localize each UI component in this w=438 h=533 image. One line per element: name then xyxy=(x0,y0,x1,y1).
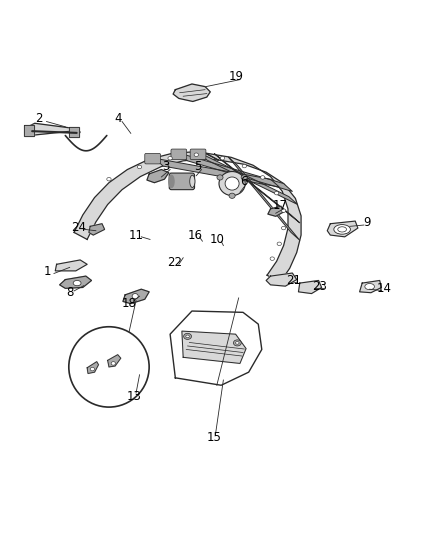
Text: 23: 23 xyxy=(312,280,327,293)
Text: 24: 24 xyxy=(71,221,86,233)
Polygon shape xyxy=(24,125,34,135)
Text: 10: 10 xyxy=(209,233,224,246)
Polygon shape xyxy=(298,280,321,294)
Polygon shape xyxy=(60,276,92,288)
Ellipse shape xyxy=(242,164,247,168)
Polygon shape xyxy=(147,169,169,183)
Ellipse shape xyxy=(73,280,81,286)
Text: 9: 9 xyxy=(364,216,371,229)
Ellipse shape xyxy=(169,175,174,188)
Ellipse shape xyxy=(90,367,95,371)
Text: 8: 8 xyxy=(66,286,74,299)
Text: 14: 14 xyxy=(377,282,392,295)
Ellipse shape xyxy=(282,209,286,212)
Ellipse shape xyxy=(225,177,239,190)
Polygon shape xyxy=(229,157,300,240)
Polygon shape xyxy=(55,260,87,271)
Ellipse shape xyxy=(168,157,172,160)
Ellipse shape xyxy=(194,153,198,157)
Ellipse shape xyxy=(107,177,111,181)
Text: 13: 13 xyxy=(127,390,141,403)
Polygon shape xyxy=(198,152,297,205)
Ellipse shape xyxy=(138,165,142,169)
Ellipse shape xyxy=(220,157,225,160)
Polygon shape xyxy=(360,280,381,293)
FancyBboxPatch shape xyxy=(190,149,206,159)
Text: 19: 19 xyxy=(229,70,244,83)
Polygon shape xyxy=(215,154,300,223)
Text: 6: 6 xyxy=(240,175,248,188)
Ellipse shape xyxy=(190,175,195,188)
Polygon shape xyxy=(170,311,262,385)
FancyBboxPatch shape xyxy=(145,154,160,164)
Polygon shape xyxy=(108,354,121,367)
Text: 11: 11 xyxy=(128,229,144,241)
FancyBboxPatch shape xyxy=(171,149,187,159)
Ellipse shape xyxy=(277,242,282,246)
Polygon shape xyxy=(87,362,99,374)
Polygon shape xyxy=(69,127,79,138)
Ellipse shape xyxy=(236,342,239,344)
Ellipse shape xyxy=(229,193,235,198)
Polygon shape xyxy=(154,158,279,187)
Polygon shape xyxy=(179,153,292,191)
Ellipse shape xyxy=(365,284,374,289)
Ellipse shape xyxy=(334,224,350,234)
Ellipse shape xyxy=(186,335,189,338)
Ellipse shape xyxy=(261,176,265,179)
Text: 1: 1 xyxy=(44,265,52,278)
Polygon shape xyxy=(268,206,284,216)
Ellipse shape xyxy=(219,172,245,196)
Polygon shape xyxy=(327,221,358,237)
Ellipse shape xyxy=(338,227,346,232)
Text: 15: 15 xyxy=(206,431,221,444)
Text: 16: 16 xyxy=(187,229,202,241)
Ellipse shape xyxy=(270,257,275,261)
Text: 22: 22 xyxy=(167,256,182,269)
Text: 17: 17 xyxy=(272,199,288,212)
Polygon shape xyxy=(25,123,80,135)
Text: 5: 5 xyxy=(194,159,202,173)
Ellipse shape xyxy=(282,227,286,230)
Polygon shape xyxy=(74,152,218,239)
Ellipse shape xyxy=(132,294,138,299)
Text: 21: 21 xyxy=(286,274,301,287)
Ellipse shape xyxy=(111,362,116,365)
Polygon shape xyxy=(182,331,246,364)
Polygon shape xyxy=(173,84,210,101)
FancyBboxPatch shape xyxy=(169,173,194,190)
Ellipse shape xyxy=(233,340,241,346)
Text: 4: 4 xyxy=(114,111,121,125)
Ellipse shape xyxy=(241,175,247,180)
Polygon shape xyxy=(89,224,105,235)
Ellipse shape xyxy=(217,175,223,180)
Polygon shape xyxy=(266,273,297,286)
Text: 18: 18 xyxy=(122,297,137,310)
Ellipse shape xyxy=(184,333,191,340)
Circle shape xyxy=(69,327,149,407)
Ellipse shape xyxy=(275,191,279,195)
Text: 2: 2 xyxy=(35,112,43,125)
Text: 3: 3 xyxy=(162,159,170,173)
Polygon shape xyxy=(123,289,149,304)
Polygon shape xyxy=(205,153,301,282)
